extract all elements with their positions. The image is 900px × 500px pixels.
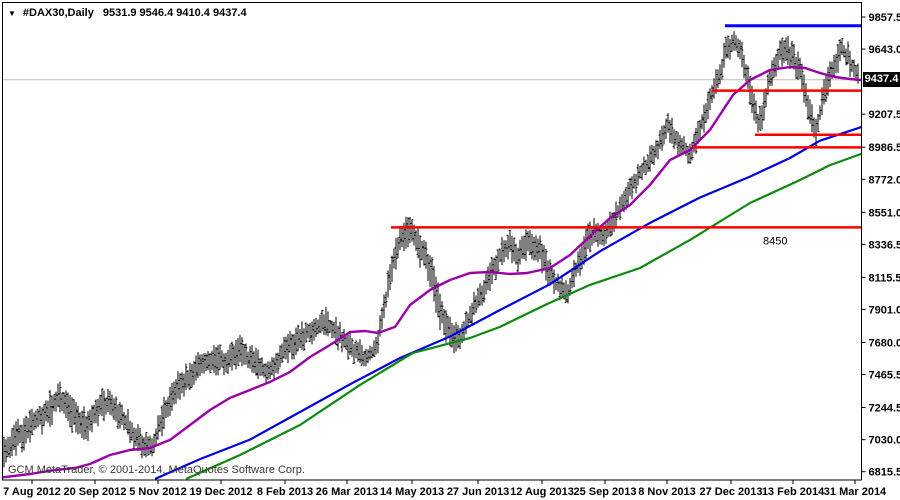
level-price-label: 8450 xyxy=(763,235,787,247)
current-price-tag: 9437.4 xyxy=(863,72,900,88)
y-axis-label: 7465.5 xyxy=(869,370,900,382)
plot-frame xyxy=(2,2,862,481)
x-axis-label: 12 Aug 2013 xyxy=(510,486,574,498)
y-axis-label: 8551.0 xyxy=(869,207,900,219)
ma-fast-purple-line xyxy=(1,65,863,479)
y-axis-label: 9207.5 xyxy=(869,109,900,121)
x-axis-label: 14 May 2013 xyxy=(380,486,444,498)
x-axis-label: 5 Nov 2012 xyxy=(129,486,186,498)
y-axis-label: 8336.5 xyxy=(869,239,900,251)
copyright-text: GCM MetaTrader, © 2001-2014, MetaQuotes … xyxy=(8,464,305,476)
price-bars xyxy=(2,31,860,468)
x-axis-label: 20 Sep 2012 xyxy=(64,486,127,498)
y-axis-label: 7901.0 xyxy=(869,304,900,316)
x-axis-label: 31 Mar 2014 xyxy=(824,486,887,498)
x-axis-label: 27 Dec 2013 xyxy=(700,486,763,498)
x-axis-label: 7 Aug 2012 xyxy=(3,486,61,498)
chart-symbol-title: #DAX30,Daily xyxy=(22,7,94,19)
x-axis-label: 26 Mar 2013 xyxy=(316,486,378,498)
y-axis-label: 7680.0 xyxy=(869,337,900,349)
x-axis-label: 13 Feb 2014 xyxy=(762,486,825,498)
y-axis-label: 7030.0 xyxy=(869,435,900,447)
ma-slow-green-line xyxy=(185,152,863,480)
y-axis-label: 8986.5 xyxy=(869,142,900,154)
chart-titlebar: ▼ #DAX30,Daily 9531.9 9546.4 9410.4 9437… xyxy=(8,7,247,19)
y-axis-label: 7244.5 xyxy=(869,403,900,415)
x-axis-label: 8 Feb 2013 xyxy=(257,486,313,498)
ma-mid-blue-line xyxy=(154,126,863,480)
x-axis-label: 8 Nov 2013 xyxy=(638,486,695,498)
x-axis-label: 27 Jun 2013 xyxy=(447,486,509,498)
x-axis-label: 25 Sep 2013 xyxy=(574,486,637,498)
chart-ohlc-quote: 9531.9 9546.4 9410.4 9437.4 xyxy=(102,7,247,19)
x-axis-label: 19 Dec 2012 xyxy=(190,486,253,498)
y-axis-label: 8115.5 xyxy=(869,272,900,284)
chart-dropdown-icon[interactable]: ▼ xyxy=(8,8,16,18)
y-axis-label: 8772.0 xyxy=(869,174,900,186)
y-axis-label: 6815.5 xyxy=(869,467,900,479)
y-axis-label: 9643.0 xyxy=(869,44,900,56)
y-axis-label: 9857.5 xyxy=(869,12,900,24)
